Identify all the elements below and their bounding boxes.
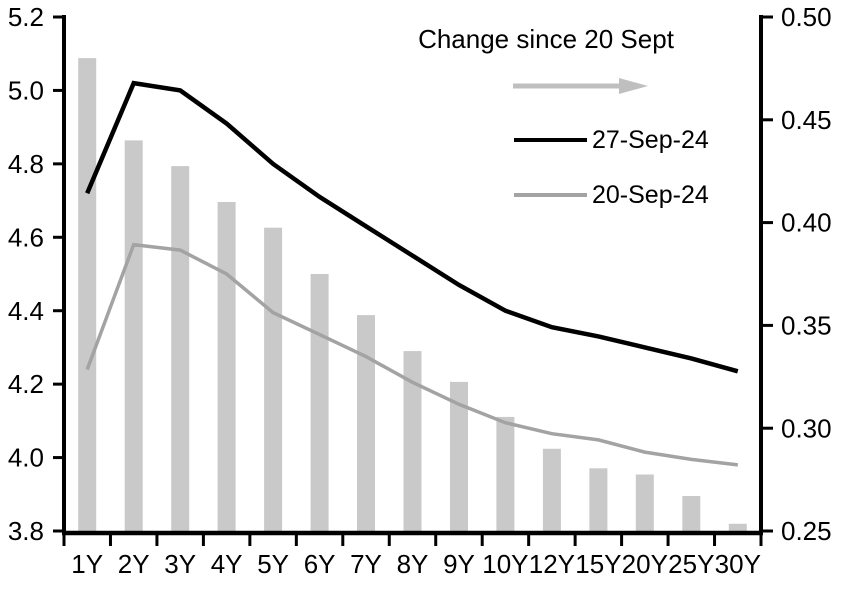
x-tick-label-12Y: 12Y	[529, 549, 575, 579]
bar-15Y	[589, 468, 608, 533]
x-tick-label-30Y: 30Y	[715, 549, 761, 579]
bar-1Y	[78, 58, 97, 533]
x-tick-label-9Y: 9Y	[443, 549, 475, 579]
x-tick-label-6Y: 6Y	[304, 549, 336, 579]
x-tick-label-5Y: 5Y	[257, 549, 289, 579]
y-left-tick-label: 3.8	[8, 516, 44, 546]
change-arrow-icon	[513, 78, 648, 94]
y-left-tick-label: 4.4	[8, 296, 44, 326]
bar-10Y	[496, 416, 515, 533]
x-tick-label-15Y: 15Y	[575, 549, 621, 579]
chart-legend: Change since 20 Sept	[396, 25, 696, 53]
legend-label-20sep: 20-Sep-24	[592, 181, 709, 209]
x-tick-label-25Y: 25Y	[668, 549, 714, 579]
y-left-tick-label: 4.2	[8, 369, 44, 399]
x-tick-label-10Y: 10Y	[482, 549, 528, 579]
y-left-tick-label: 4.6	[8, 222, 44, 252]
y-right-tick-label: 0.25	[781, 516, 832, 546]
y-right-tick-label: 0.35	[781, 311, 832, 341]
bar-25Y	[682, 496, 701, 533]
legend-title: Change since 20 Sept	[418, 24, 674, 54]
x-tick-label-2Y: 2Y	[118, 549, 150, 579]
series-line-27-sep-24	[85, 80, 739, 374]
x-tick-label-7Y: 7Y	[350, 549, 382, 579]
bar-6Y	[310, 274, 329, 533]
y-left-tick-label: 5.0	[8, 76, 44, 106]
y-right-tick-label: 0.50	[781, 2, 832, 32]
legend-swatch-27sep	[514, 138, 587, 142]
y-right-tick-label: 0.30	[781, 413, 832, 443]
bar-20Y	[635, 474, 654, 533]
x-tick-label-1Y: 1Y	[71, 549, 103, 579]
legend-label-27sep: 27-Sep-24	[592, 126, 709, 154]
bar-5Y	[264, 227, 283, 533]
bar-4Y	[217, 202, 236, 533]
x-tick-label-4Y: 4Y	[211, 549, 243, 579]
bar-7Y	[357, 315, 375, 533]
arrow-head	[619, 78, 648, 94]
y-left-tick-label: 4.0	[8, 443, 44, 473]
y-right-tick-label: 0.40	[781, 208, 832, 238]
legend-swatch-20sep	[514, 193, 587, 197]
bar-9Y	[450, 381, 468, 533]
bar-8Y	[403, 351, 422, 533]
y-left-tick-label: 4.8	[8, 149, 44, 179]
x-tick-label-3Y: 3Y	[164, 549, 196, 579]
series-line-20-sep-24	[85, 242, 739, 467]
y-right-tick-label: 0.45	[781, 105, 832, 135]
x-tick-label-8Y: 8Y	[397, 549, 429, 579]
y-left-tick-label: 5.2	[8, 2, 44, 32]
bar-30Y	[728, 523, 747, 533]
bar-2Y	[124, 140, 143, 533]
x-tick-label-20Y: 20Y	[622, 549, 668, 579]
bar-3Y	[171, 166, 190, 533]
bar-12Y	[542, 448, 561, 533]
